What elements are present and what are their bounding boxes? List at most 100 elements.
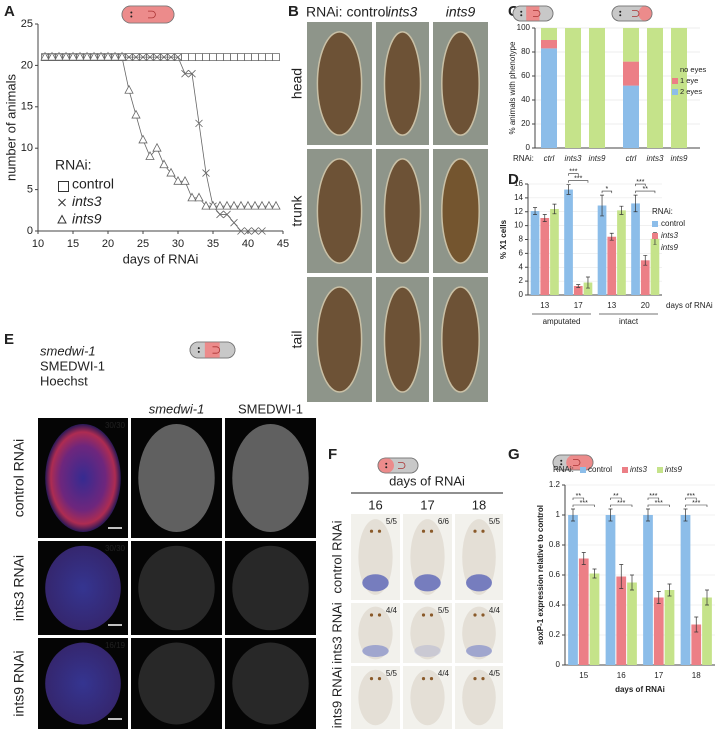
row-label: ints9 RNAi <box>11 650 27 716</box>
cartoon-outline <box>121 5 175 24</box>
significance-label: *** <box>636 179 644 186</box>
column-header: SMEDWI-1 <box>238 401 303 416</box>
significance-label: *** <box>649 493 657 500</box>
bar <box>616 576 627 665</box>
photo-worm <box>410 606 445 660</box>
x-tick-label: ints9 <box>589 154 606 163</box>
error-bar <box>600 194 605 217</box>
bar <box>605 515 616 665</box>
legend-label: 1 eye <box>680 76 698 85</box>
photo-eye <box>421 677 426 681</box>
row-label: ints3 RNAi <box>11 555 27 621</box>
point-marker <box>223 210 231 219</box>
y-tick-label: 1 <box>556 510 561 519</box>
point-marker <box>166 167 176 177</box>
cartoon-pharynx <box>632 10 640 17</box>
y-tick-label: 0 <box>27 225 33 237</box>
point-marker <box>139 53 147 61</box>
point-marker <box>258 53 266 62</box>
significance-label: *** <box>655 500 663 507</box>
cartoon-pharynx <box>573 459 581 466</box>
cartoon-highlight <box>638 6 652 21</box>
point-marker <box>209 53 217 62</box>
point-marker <box>244 53 252 62</box>
photo-worm <box>383 158 422 264</box>
point-marker <box>146 53 154 61</box>
y-tick-label: 20 <box>521 119 530 128</box>
photo-worm <box>441 31 480 136</box>
cartoon-outline <box>512 5 554 22</box>
panel-label: A <box>4 3 15 20</box>
column-header: 16 <box>368 497 382 512</box>
point-marker <box>159 159 169 169</box>
point-marker <box>258 227 266 235</box>
y-tick-label: 100 <box>517 23 531 32</box>
significance-label: *** <box>580 500 588 507</box>
photo-worm <box>138 424 215 532</box>
legend-label: ints3 <box>72 193 102 209</box>
photo-eye <box>429 613 434 617</box>
photo-eye <box>473 613 477 617</box>
photo-worm <box>462 519 496 595</box>
photo-eye <box>473 529 477 533</box>
stain-legend: Hoechst <box>40 373 88 388</box>
x-axis-label: days of RNAi <box>615 685 665 694</box>
count: 5/5 <box>386 669 398 678</box>
legend-swatch <box>622 467 628 473</box>
legend-swatch <box>652 245 658 251</box>
significance-bracket <box>635 190 656 194</box>
error-bar <box>533 207 538 215</box>
bar <box>691 624 702 665</box>
photo-worm <box>232 545 309 631</box>
point-marker <box>237 53 245 62</box>
photo-worm <box>383 31 422 136</box>
point-marker <box>195 53 203 62</box>
legend-marker <box>58 198 66 207</box>
count: 16/19 <box>105 641 126 650</box>
legend-swatch <box>657 467 663 473</box>
point-marker <box>47 51 57 61</box>
x-axis-label: days of RNAi <box>666 301 713 310</box>
y-tick-label: 25 <box>21 18 33 30</box>
point-marker <box>222 200 232 210</box>
point-marker <box>174 53 182 61</box>
significance-bracket <box>685 497 697 500</box>
photo-eye <box>481 529 485 533</box>
x-tick-label: 25 <box>137 238 149 250</box>
significance-bracket <box>685 504 708 507</box>
y-tick-label: 14 <box>514 193 523 202</box>
error-bar <box>694 616 699 633</box>
count: 5/5 <box>386 517 398 526</box>
photo-eye <box>377 677 382 681</box>
column-header: smedwi-1 <box>149 401 205 416</box>
y-tick-label: 10 <box>21 142 33 154</box>
cartoon-eye <box>197 347 200 350</box>
point-marker <box>243 200 253 210</box>
legend-title: RNAi: <box>553 465 574 474</box>
photo-worm <box>462 606 496 660</box>
photo-worm <box>138 642 215 725</box>
x-tick-label: 20 <box>641 301 650 310</box>
row-label: control RNAi <box>11 439 27 518</box>
photo-worm <box>358 519 393 595</box>
y-tick-label: 1.2 <box>549 480 561 489</box>
photo-worm <box>232 642 309 725</box>
point-marker <box>195 119 203 128</box>
x-tick-label: 17 <box>574 301 583 310</box>
legend-label: control <box>661 219 685 228</box>
error-bar <box>633 194 638 213</box>
bar-segment <box>541 48 557 148</box>
point-marker <box>250 200 260 210</box>
bar <box>568 515 578 665</box>
cartoon-highlight <box>204 342 220 358</box>
cartoon-eye <box>520 10 523 13</box>
point-marker <box>125 53 133 61</box>
point-marker <box>188 53 196 62</box>
column-header: ints3 <box>388 4 418 20</box>
y-axis-label: % X1 cells <box>499 219 508 259</box>
cartoon-outline <box>377 457 419 474</box>
legend-swatch <box>580 467 586 473</box>
significance-bracket <box>568 180 589 183</box>
legend-label: ints9 <box>72 211 102 227</box>
